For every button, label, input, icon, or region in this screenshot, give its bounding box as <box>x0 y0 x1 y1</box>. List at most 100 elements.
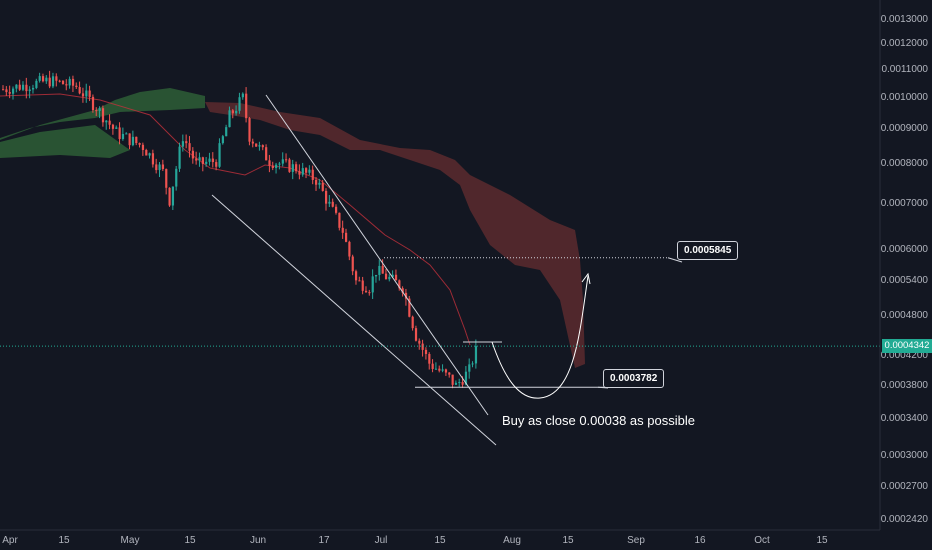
candle <box>438 365 441 373</box>
candle <box>325 188 328 211</box>
price-tick-label: 0.0007000 <box>880 198 928 210</box>
candle <box>221 134 224 145</box>
candle <box>218 138 221 168</box>
price-tick-label: 0.0003400 <box>880 412 928 424</box>
candle <box>428 352 431 370</box>
candle <box>71 75 75 93</box>
price-tick-label: 0.0006000 <box>880 243 928 255</box>
candle <box>95 107 98 117</box>
candle <box>205 157 208 167</box>
candle <box>471 361 474 368</box>
candle <box>235 105 238 116</box>
candle <box>185 134 188 149</box>
candle <box>105 120 108 130</box>
price-tick-label: 0.0004800 <box>880 310 928 322</box>
time-tick-label: 17 <box>318 535 330 546</box>
time-tick-label: 15 <box>562 535 574 546</box>
candle <box>388 274 391 282</box>
candle <box>181 134 185 152</box>
candle <box>81 87 85 103</box>
candle <box>414 325 418 342</box>
lower-trendline[interactable] <box>211 194 497 446</box>
candle <box>125 132 128 135</box>
trendline-drawings <box>211 94 683 446</box>
candle <box>268 154 271 173</box>
candle <box>21 81 25 92</box>
candle <box>121 127 125 141</box>
candle <box>238 92 241 114</box>
candle <box>291 159 294 180</box>
candle <box>265 144 268 161</box>
candle <box>178 142 181 172</box>
candle <box>398 279 401 291</box>
candle <box>85 83 88 103</box>
time-tick-label: 15 <box>184 535 196 546</box>
price-tick-label: 0.0002420 <box>880 514 928 525</box>
candle <box>51 72 55 89</box>
candle <box>158 161 161 178</box>
candle <box>255 143 258 147</box>
candle <box>155 158 158 174</box>
candle <box>61 80 65 85</box>
candle <box>215 159 218 171</box>
candle <box>308 165 311 176</box>
candle <box>335 204 338 215</box>
candle <box>468 358 471 379</box>
candle <box>8 85 11 99</box>
support-price-callout[interactable]: 0.0003782 <box>603 369 665 388</box>
candle <box>321 179 324 192</box>
candle <box>168 187 171 207</box>
candle <box>275 162 278 174</box>
candle <box>98 106 101 119</box>
candle <box>454 380 458 386</box>
candle <box>441 364 444 373</box>
candle <box>421 339 424 357</box>
candle <box>75 82 78 89</box>
candle <box>128 133 131 150</box>
time-axis[interactable]: Apr 15 May 15 Jun 17 Jul 15 Aug 15 Sep 16 Oct 15 <box>2 535 828 546</box>
candle <box>35 78 38 90</box>
candle <box>38 72 41 83</box>
candle <box>165 168 168 195</box>
price-tick-label: 0.0005400 <box>880 275 928 287</box>
candle <box>231 108 234 119</box>
candle <box>225 124 228 137</box>
candle <box>5 86 8 96</box>
candle <box>368 289 371 296</box>
candle <box>378 259 381 281</box>
candle <box>55 73 58 87</box>
candle <box>278 161 281 170</box>
time-tick-label: 15 <box>434 535 446 546</box>
candle <box>161 159 165 172</box>
candle <box>458 378 461 387</box>
candle <box>301 162 304 177</box>
candle <box>288 157 291 173</box>
current-price-tag: 0.0004342 <box>882 339 932 354</box>
candle <box>88 85 91 102</box>
candle <box>384 269 388 280</box>
candle <box>151 149 155 168</box>
projection-curve[interactable] <box>491 275 589 399</box>
candle <box>331 198 334 208</box>
candle <box>354 269 358 285</box>
upper-trendline[interactable] <box>265 94 489 416</box>
candle <box>48 70 51 89</box>
candle <box>431 359 434 373</box>
candle <box>198 152 201 167</box>
candle <box>191 147 195 164</box>
price-tick-label: 0.0010000 <box>880 92 928 104</box>
candle <box>58 79 61 83</box>
time-tick-label: Sep <box>627 535 645 546</box>
target-price-callout[interactable]: 0.0005845 <box>677 241 739 260</box>
price-tick-label: 0.0003800 <box>880 379 928 391</box>
candle <box>474 339 478 369</box>
candle <box>444 368 448 376</box>
candle <box>451 374 454 389</box>
candle <box>65 79 68 91</box>
time-tick-label: May <box>121 535 140 546</box>
cloud-bearish <box>205 102 585 368</box>
candle <box>281 152 284 167</box>
candle <box>115 125 118 130</box>
candle <box>145 148 148 156</box>
